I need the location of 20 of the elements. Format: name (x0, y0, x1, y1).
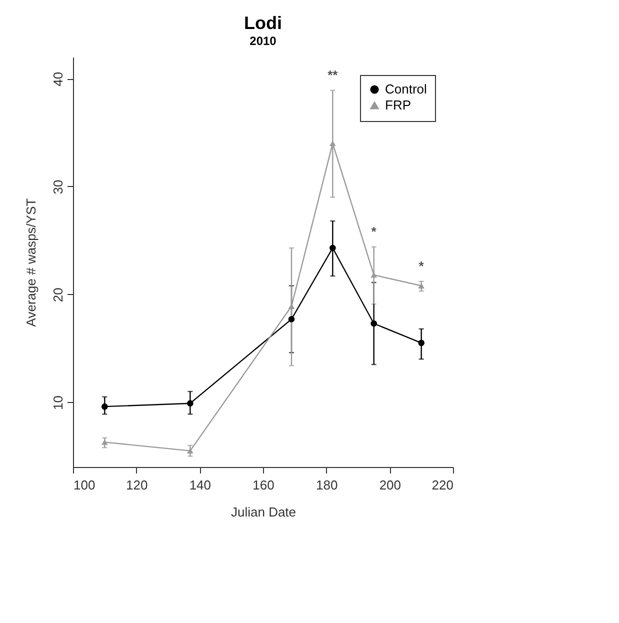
x-tick-label: 120 (126, 478, 148, 492)
x-tick-label: 200 (379, 478, 402, 492)
x-tick-label: 220 (432, 478, 454, 492)
legend-label: FRP (385, 98, 411, 112)
y-tick-label: 30 (50, 180, 66, 194)
x-tick-label: 140 (189, 478, 212, 492)
x-axis-title: Julian Date (230, 504, 296, 520)
x-tick-label: 100 (74, 478, 96, 492)
legend-label: Control (385, 82, 428, 96)
y-tick-label: 20 (50, 288, 66, 302)
x-tick-label: 180 (316, 478, 338, 492)
annotation: ** (328, 67, 339, 82)
chart-title: Lodi (244, 13, 282, 33)
annotation: * (418, 258, 425, 274)
y-tick-label: 10 (50, 396, 66, 410)
y-tick-label: 40 (50, 72, 66, 86)
y-axis-title: Average # wasps/YST (24, 198, 38, 327)
chart-subtitle: 2010 (250, 34, 277, 48)
annotation: * (371, 224, 378, 239)
x-tick-label: 160 (252, 478, 274, 492)
